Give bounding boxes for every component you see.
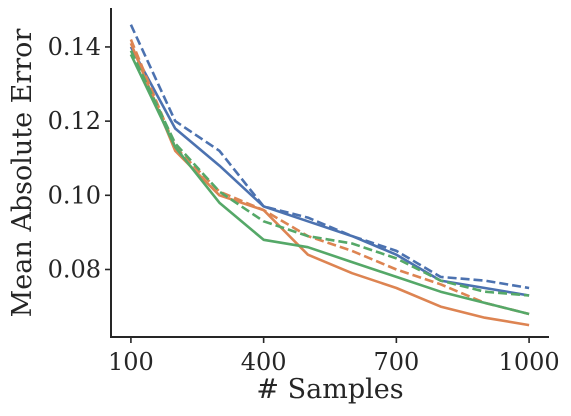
x-tick-label: 1000: [499, 348, 560, 376]
y-axis-title: Mean Absolute Error: [7, 29, 38, 318]
x-tick-label: 700: [373, 348, 419, 376]
x-tick-label: 400: [241, 348, 287, 376]
x-axis-title: # Samples: [256, 374, 403, 405]
series-line-1: [129, 46, 530, 297]
series-line-2: [129, 24, 530, 290]
y-axis-ticks: 0.08 0.10 0.12 0.14: [48, 33, 111, 283]
series-line-5: [129, 53, 530, 316]
y-tick-label: 0.10: [48, 181, 101, 209]
y-tick-label: 0.14: [48, 33, 101, 61]
y-tick-label: 0.12: [48, 107, 101, 135]
y-tick-label: 0.08: [48, 255, 101, 283]
series-line-3: [129, 42, 530, 327]
series-layer: [129, 24, 530, 327]
x-tick-label: 100: [108, 348, 154, 376]
series-line-6: [129, 50, 530, 297]
x-axis-ticks: 100 400 700 1000: [108, 337, 560, 376]
series-line-4: [129, 39, 530, 316]
